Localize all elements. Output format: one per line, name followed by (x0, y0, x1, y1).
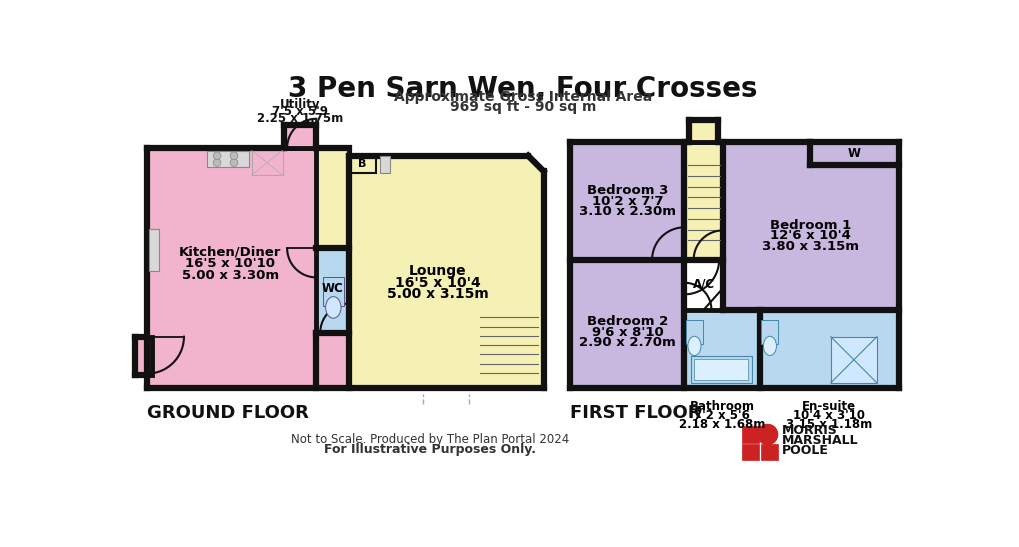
Text: Not to Scale. Produced by The Plan Portal 2024: Not to Scale. Produced by The Plan Porta… (291, 433, 569, 446)
Text: Utility: Utility (279, 98, 320, 111)
Text: WC: WC (321, 282, 343, 295)
Bar (350, 156, 376, 173)
Ellipse shape (762, 336, 775, 356)
Text: POOLE: POOLE (782, 444, 828, 457)
Text: 9'6 x 8'10: 9'6 x 8'10 (591, 325, 662, 339)
Bar (316, 248, 350, 333)
Text: For Illustrative Purposes Only.: For Illustrative Purposes Only. (324, 444, 536, 456)
Bar (686, 320, 702, 345)
Text: 7'2 x 5'6: 7'2 x 5'6 (694, 409, 749, 422)
Circle shape (757, 424, 776, 445)
Bar (742, 445, 758, 460)
Bar (380, 156, 389, 173)
Text: 969 sq ft - 90 sq m: 969 sq ft - 90 sq m (449, 100, 595, 114)
Bar (207, 151, 250, 166)
Text: 16'5 x 10'4: 16'5 x 10'4 (394, 276, 480, 290)
Text: Approximate Gross Internal Area: Approximate Gross Internal Area (393, 90, 651, 104)
Circle shape (230, 159, 237, 166)
Text: Bedroom 3: Bedroom 3 (586, 184, 667, 197)
Text: 3.15 x 1.18m: 3.15 x 1.18m (786, 418, 871, 431)
Text: 3 Pen Sarn Wen, Four Crosses: 3 Pen Sarn Wen, Four Crosses (287, 75, 757, 103)
Bar (760, 445, 776, 460)
Bar (684, 310, 759, 388)
Bar (136, 337, 152, 375)
Text: 7'5 x 5'9: 7'5 x 5'9 (272, 105, 328, 118)
Bar (322, 277, 343, 306)
Circle shape (213, 159, 221, 166)
Text: Bathroom: Bathroom (689, 400, 754, 413)
Text: Bedroom 1: Bedroom 1 (769, 219, 851, 231)
Text: 5.00 x 3.30m: 5.00 x 3.30m (181, 269, 278, 282)
Text: Kitchen/Diner: Kitchen/Diner (178, 246, 281, 259)
Text: 10'4 x 3'10: 10'4 x 3'10 (793, 409, 864, 422)
Text: 10'2 x 7'7: 10'2 x 7'7 (591, 195, 662, 208)
Text: 2.90 x 2.70m: 2.90 x 2.70m (579, 336, 676, 350)
Bar (570, 142, 684, 260)
Text: GROUND FLOOR: GROUND FLOOR (147, 404, 309, 422)
Bar (689, 120, 717, 142)
Text: MORRIS: MORRIS (782, 424, 838, 437)
Text: Lounge: Lounge (409, 264, 467, 278)
Text: A/C: A/C (692, 278, 714, 291)
Bar (759, 310, 898, 388)
Text: 12'6 x 10'4: 12'6 x 10'4 (769, 229, 850, 242)
Text: Bedroom 2: Bedroom 2 (586, 315, 667, 328)
Text: B: B (358, 159, 367, 169)
Text: W: W (847, 147, 859, 160)
Circle shape (213, 152, 221, 160)
Ellipse shape (687, 336, 700, 356)
Bar (316, 148, 350, 248)
Bar (829, 337, 876, 383)
Text: 2.18 x 1.68m: 2.18 x 1.68m (679, 418, 764, 431)
Bar (690, 356, 751, 383)
Bar (252, 150, 282, 175)
Bar (570, 260, 684, 388)
Bar (809, 142, 898, 165)
Bar (742, 426, 758, 443)
Bar (149, 229, 159, 271)
Text: FIRST FLOOR: FIRST FLOOR (570, 404, 701, 422)
Text: 2.25 x 1.75m: 2.25 x 1.75m (257, 112, 343, 125)
Polygon shape (350, 156, 543, 388)
Bar (147, 148, 350, 388)
Text: 16'5 x 10'10: 16'5 x 10'10 (185, 257, 275, 270)
Text: 3.80 x 3.15m: 3.80 x 3.15m (761, 240, 858, 253)
Bar (722, 142, 898, 310)
Text: En-suite: En-suite (801, 400, 855, 413)
Bar (684, 142, 722, 260)
Ellipse shape (325, 296, 340, 318)
Text: 5.00 x 3.15m: 5.00 x 3.15m (387, 287, 488, 301)
Circle shape (230, 152, 237, 160)
Bar (761, 320, 777, 345)
Bar (694, 359, 748, 380)
Text: 3.10 x 2.30m: 3.10 x 2.30m (579, 206, 676, 218)
Bar (283, 125, 316, 148)
Text: MARSHALL: MARSHALL (782, 434, 858, 447)
